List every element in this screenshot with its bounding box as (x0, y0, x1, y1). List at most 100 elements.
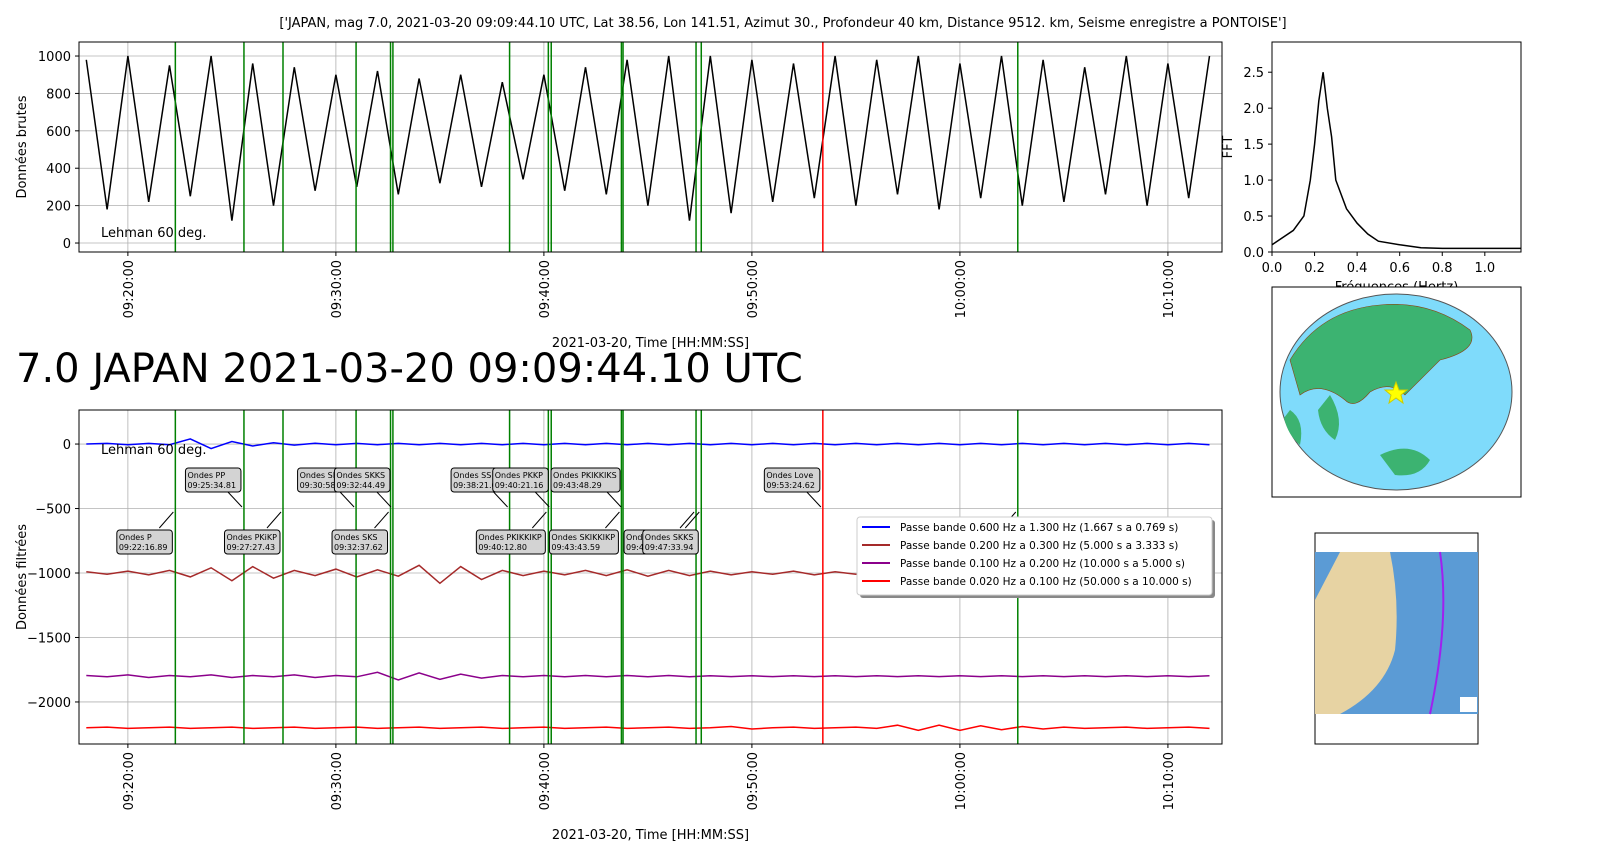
data-layer (85, 42, 1211, 252)
legend-label: Passe bande 0.600 Hz a 1.300 Hz (1.667 s… (900, 522, 1178, 534)
phase-box (492, 467, 549, 493)
x-tick-label: 09:30:00 (330, 260, 345, 318)
phase-arrow (605, 511, 620, 529)
x-tick-label: 10:00:00 (954, 260, 969, 318)
y-axis-label: Données brutes (15, 95, 30, 198)
x-tick-label: 09:50:00 (746, 752, 761, 810)
axes-frame (78, 409, 1223, 745)
x-tick-label: 10:10:00 (1162, 260, 1177, 318)
phase-arrow (374, 511, 389, 529)
x-tick-label: 0.8 (1432, 261, 1453, 276)
phase-time: 09:53:24.62 (766, 481, 815, 490)
phase-time: 09:38:21.03 (453, 481, 502, 490)
phase-time: 09:25:34.81 (187, 481, 236, 490)
legend-box (856, 516, 1213, 596)
axes-frame (78, 41, 1223, 253)
axes: 0.00.51.01.52.02.50.00.20.40.60.81.0FFTF… (1221, 41, 1522, 295)
x-tick-label: 1.0 (1474, 261, 1495, 276)
y-tick-label: −2000 (27, 696, 71, 711)
phase-arrow (679, 511, 695, 529)
phase-label: Ondes SKiKP (300, 471, 351, 480)
y-tick-label: −1000 (27, 567, 71, 582)
phase-box (642, 529, 699, 555)
annotation: Lehman 60 deg. (101, 443, 207, 458)
y-tick-label: 0.0 (1243, 246, 1264, 261)
legend: Passe bande 0.600 Hz a 1.300 Hz (1.667 s… (856, 516, 1215, 598)
phase-label: Ondes Love (766, 471, 813, 480)
x-tick-label: 09:40:00 (538, 752, 553, 810)
globe-map (1271, 286, 1522, 498)
phase-time: 09:32:44.49 (336, 481, 385, 490)
y-tick-label: 200 (46, 200, 71, 215)
phase-arrow (158, 511, 174, 529)
plot-area (1272, 42, 1521, 252)
phase-box (331, 529, 389, 555)
x-tick-label: 09:50:00 (746, 260, 761, 318)
legend-label: Passe bande 0.100 Hz a 0.200 Hz (10.000 … (900, 558, 1185, 570)
x-tick-label: 0.4 (1347, 261, 1368, 276)
y-axis-label: Données filtrées (15, 524, 30, 630)
axes: 0 −500 −1000 −1500 −2000 09:20:00 09:30:00 09:4… (15, 346, 1223, 843)
y-tick-label: 600 (46, 125, 71, 140)
phase-time: 09:43:48.29 (553, 481, 602, 490)
phase-label: Ondes SKS (334, 533, 377, 542)
phase-arrow (531, 511, 547, 529)
phase-arrow (493, 491, 508, 508)
phase-label: Ondes PKiKP (226, 533, 277, 542)
y-tick-label: 800 (46, 87, 71, 102)
phase-time: 09:43:43.59 (551, 543, 600, 552)
phase-box (223, 529, 281, 555)
big-title: 7.0 JAPAN 2021-03-20 09:09:44.10 UTC (16, 346, 803, 392)
y-tick-label: −500 (35, 503, 71, 518)
phase-time: 09:32:37.62 (334, 543, 383, 552)
y-axis-label: FFT (1221, 136, 1236, 159)
phase-arrow (806, 491, 822, 508)
chart-title: ['JAPAN, mag 7.0, 2021-03-20 09:09:44.10… (279, 16, 1286, 31)
phase-arrow (606, 491, 622, 508)
y-tick-label: 0.5 (1243, 210, 1264, 225)
phase-box (763, 467, 821, 493)
phase-arrow (684, 511, 700, 529)
signal-line (85, 55, 1211, 221)
signal-line (86, 671, 1210, 681)
phase-label: Ondes SKKS (336, 471, 385, 480)
regional-map (1314, 532, 1479, 745)
phase-time: 09:27:27.43 (226, 543, 275, 552)
plots: 0 200 400 600 800 1000 09:20:00 09:30:00 09:40:0… (15, 16, 1522, 843)
phase-time: 09:40:12.80 (478, 543, 527, 552)
axes: 0 200 400 600 800 1000 09:20:00 09:30:00 09:40:0… (15, 16, 1287, 351)
phase-label: Ondes SKIKKIKP (551, 533, 615, 542)
x-tick-label: 09:20:00 (122, 260, 137, 318)
y-tick-label: 400 (46, 162, 71, 177)
y-tick-label: −1500 (27, 631, 71, 646)
y-tick-label: 2.5 (1243, 66, 1264, 81)
phase-label: Ondes SKKS (645, 533, 694, 542)
x-tick-label: 09:40:00 (538, 260, 553, 318)
phase-label: Ondes PP (187, 471, 225, 480)
data-layer (1272, 72, 1521, 250)
signal-line (1272, 72, 1521, 250)
x-tick-label: 10:00:00 (954, 752, 969, 810)
phase-box (116, 529, 173, 555)
y-tick-label: 0 (63, 438, 71, 453)
x-tick-label: 0.0 (1262, 261, 1283, 276)
x-axis-label: 2021-03-20, Time [HH:MM:SS] (552, 336, 749, 351)
phase-label: Ondes PKKP (495, 471, 543, 480)
phase-box (475, 529, 546, 555)
legend-label: Passe bande 0.020 Hz a 0.100 Hz (50.000 … (900, 576, 1192, 588)
phase-arrow (376, 491, 392, 508)
signal-line (86, 724, 1210, 732)
phase-label: Ondes PKIKKIKS (553, 471, 617, 480)
phase-time: 09:22:16.89 (119, 543, 168, 552)
